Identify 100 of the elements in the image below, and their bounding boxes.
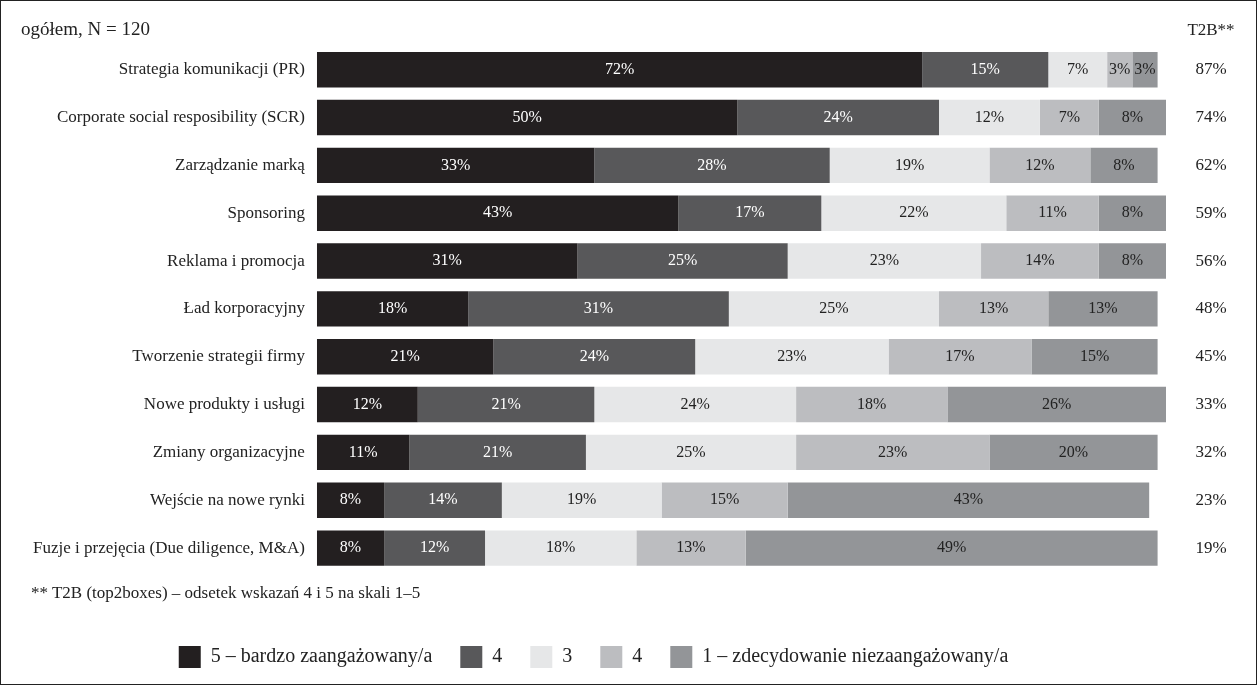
bar (888, 339, 1032, 375)
data-label: 7% (1058, 107, 1080, 125)
data-label: 23% (869, 251, 900, 269)
y-tick-label: Zarządzanie marką (175, 154, 306, 174)
data-label: 11% (348, 442, 378, 460)
bar (796, 434, 990, 471)
bar (737, 99, 940, 136)
text: 48% (1195, 298, 1227, 318)
data-label: 12% (974, 107, 1005, 125)
data-label: 24% (680, 394, 710, 412)
data-label: 8% (1113, 155, 1135, 173)
data-label: 18% (546, 538, 576, 556)
y-tick-label: Wejście na nowe rynki (150, 489, 306, 509)
data-label: 31% (432, 251, 462, 269)
data-label: 11% (1038, 203, 1067, 221)
data-label: 12% (352, 394, 382, 412)
y-tick-label: Strategia komunikacji (PR) (118, 59, 305, 79)
bar (829, 147, 990, 184)
data-label: 28% (697, 155, 727, 173)
data-label: 8% (1121, 251, 1144, 269)
bar (316, 99, 738, 136)
data-label: 3% (1134, 59, 1156, 77)
y-tick-label: Reklama i promocja (167, 250, 306, 270)
data-label: 50% (512, 107, 542, 125)
data-label: 43% (953, 490, 984, 508)
bar (981, 243, 1099, 279)
bar (316, 530, 385, 566)
bar (485, 530, 637, 566)
bar (316, 386, 418, 423)
bar (1090, 147, 1158, 184)
bar (409, 434, 586, 471)
data-label: 43% (482, 203, 513, 221)
legend-label: 3 (562, 644, 573, 667)
text: 87% (1195, 59, 1227, 79)
y-tick-label: Ład korporacyjny (183, 298, 306, 318)
text: 32% (1195, 441, 1227, 461)
y-tick-label: Fuzje i przejęcia (Due diligence, M&A) (32, 537, 305, 557)
bar (787, 482, 1150, 518)
data-label: 23% (878, 442, 908, 460)
bar (316, 243, 578, 279)
legend-label: 4 (632, 644, 643, 667)
data-label: 13% (978, 299, 1009, 317)
bar (417, 386, 595, 423)
data-label: 19% (894, 155, 925, 173)
data-label: 3% (1109, 59, 1131, 77)
text: 59% (1195, 202, 1227, 222)
bar (316, 195, 679, 231)
bar (1098, 99, 1166, 136)
bar (661, 482, 788, 518)
legend-label: 5 – bardzo zaangażowany/a (210, 644, 433, 668)
data-label: 33% (440, 155, 471, 173)
text: T2B** (1187, 19, 1235, 39)
data-label: 15% (709, 490, 740, 508)
text: ** T2B (top2boxes) – odsetek wskazań 4 i 5 na skali 1–5 (31, 583, 421, 603)
bar (787, 243, 982, 279)
text: 45% (1195, 346, 1227, 366)
bar (989, 434, 1158, 471)
legend-label: 4 (492, 644, 503, 667)
data-label: 24% (823, 107, 853, 125)
data-label: 12% (419, 538, 450, 556)
bar (577, 243, 788, 279)
bar (922, 52, 1049, 88)
data-label: 15% (970, 59, 1000, 77)
bar (796, 386, 948, 423)
data-label: 49% (936, 538, 967, 556)
y-tick-label: Nowe produkty i usługi (143, 394, 306, 414)
data-label: 15% (1079, 346, 1110, 364)
bar (1031, 339, 1158, 375)
bar (316, 482, 385, 518)
data-label: 17% (945, 346, 975, 364)
bar (594, 147, 830, 184)
data-label: 14% (428, 490, 458, 508)
bar (695, 339, 889, 375)
bar (384, 482, 502, 518)
text: 23% (1195, 489, 1227, 509)
legend-label: 1 – zdecydowanie niezaangażowany/a (702, 644, 1009, 668)
data-label: 8% (339, 490, 362, 508)
data-label: 8% (339, 538, 362, 556)
y-tick-label: Corporate social resposibility (SCR) (57, 107, 305, 127)
data-label: 7% (1067, 59, 1089, 77)
bar (939, 291, 1049, 327)
data-label: 13% (676, 538, 706, 556)
bar (384, 530, 486, 566)
bar (947, 386, 1166, 423)
data-label: 17% (735, 203, 765, 221)
data-label: 72% (604, 59, 635, 77)
text: 33% (1195, 394, 1227, 414)
data-label: 25% (819, 299, 849, 317)
bar (594, 386, 797, 423)
data-label: 24% (579, 346, 609, 364)
bar (636, 530, 746, 566)
data-label: 26% (1042, 394, 1072, 412)
bar (821, 195, 1007, 231)
data-label: 25% (667, 251, 698, 269)
y-tick-label: Zmiany organizacyjne (152, 441, 305, 461)
bar (745, 530, 1158, 566)
text: ogółem, N = 120 (21, 18, 150, 40)
data-label: 18% (377, 299, 408, 317)
data-label: 23% (777, 346, 807, 364)
bar (1098, 243, 1166, 279)
